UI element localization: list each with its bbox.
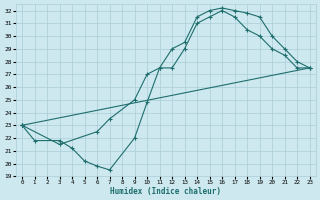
X-axis label: Humidex (Indice chaleur): Humidex (Indice chaleur) [110,187,221,196]
